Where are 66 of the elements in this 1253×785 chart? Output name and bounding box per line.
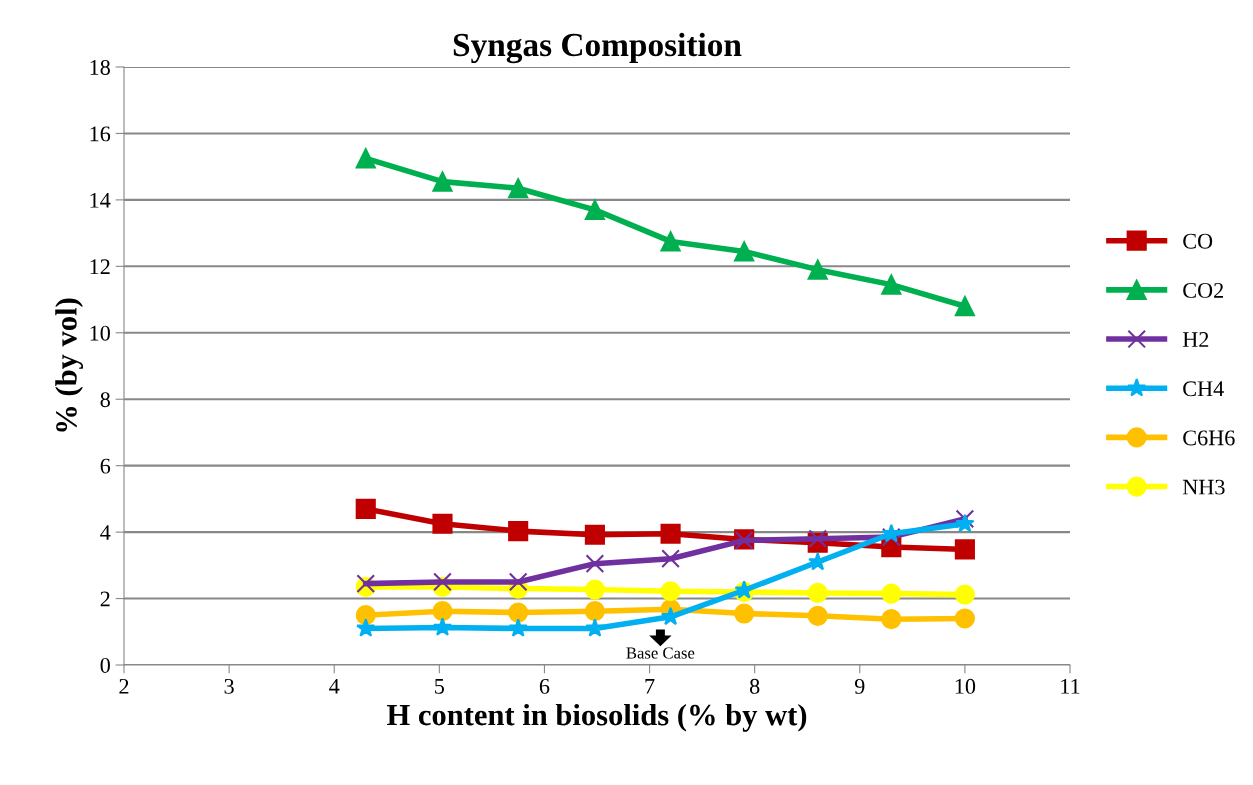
point: [954, 296, 975, 317]
point: [660, 523, 681, 544]
x-tick-label: 2: [119, 678, 129, 694]
point: [661, 549, 680, 569]
point: [355, 605, 376, 626]
point: [807, 582, 828, 603]
legend-label: CO: [1183, 233, 1213, 249]
point: [584, 199, 605, 220]
annotation: Base Case: [626, 647, 695, 659]
point: [954, 539, 975, 560]
x-tick-label: 3: [224, 678, 234, 694]
x-tick-label: 7: [645, 679, 655, 694]
point: [881, 609, 902, 630]
legend-label: NH3: [1182, 479, 1225, 495]
point: [734, 241, 755, 262]
x-axis-title: H content in biosolids (% by wt): [387, 703, 807, 732]
point: [508, 618, 528, 637]
y-tick-label: 2: [100, 591, 110, 607]
x-tick-label: 11: [1061, 678, 1080, 694]
point: [807, 605, 828, 626]
point: [734, 603, 755, 624]
point: [660, 231, 681, 252]
x-tick-label: 10: [955, 678, 976, 694]
point: [432, 601, 453, 622]
x-tick-label: 8: [749, 678, 760, 694]
point: [954, 608, 975, 629]
point: [881, 583, 902, 604]
point: [355, 148, 376, 169]
point: [584, 524, 605, 545]
y-tick-label: 18: [90, 59, 110, 75]
point: [881, 274, 902, 295]
point: [954, 584, 975, 605]
point: [432, 171, 453, 192]
y-tick-label: 8: [100, 392, 110, 408]
x-tick-label: 9: [854, 678, 865, 694]
x-tick-label: 6: [539, 678, 550, 694]
legend-label: CH4: [1183, 381, 1224, 397]
point: [585, 618, 605, 637]
legend-label: H2: [1182, 332, 1209, 347]
y-tick-label: 16: [90, 126, 111, 142]
point: [584, 579, 605, 600]
y-tick-label: 12: [90, 259, 110, 275]
point: [356, 618, 376, 637]
point: [807, 259, 828, 280]
point: [355, 498, 376, 519]
x-tick-label: 5: [435, 679, 445, 694]
point: [508, 178, 529, 199]
point: [508, 602, 529, 623]
x-tick-label: 4: [329, 678, 340, 694]
y-axis-title: % (by vol): [55, 298, 84, 432]
point: [585, 554, 605, 574]
y-tick-label: 4: [100, 525, 111, 540]
point: [432, 513, 453, 534]
chart-title: Syngas Composition: [453, 32, 742, 64]
point: [660, 581, 681, 602]
y-tick-label: 6: [100, 458, 111, 474]
y-tick-label: 14: [90, 192, 111, 208]
y-tick-label: 0: [100, 657, 110, 673]
point: [433, 572, 452, 592]
point: [508, 521, 529, 542]
y-tick-label: 10: [90, 325, 110, 341]
point: [432, 617, 453, 636]
point: [508, 572, 528, 592]
legend-label: CO2: [1183, 282, 1224, 298]
point: [584, 601, 605, 622]
legend-label: C6H6: [1183, 430, 1235, 446]
